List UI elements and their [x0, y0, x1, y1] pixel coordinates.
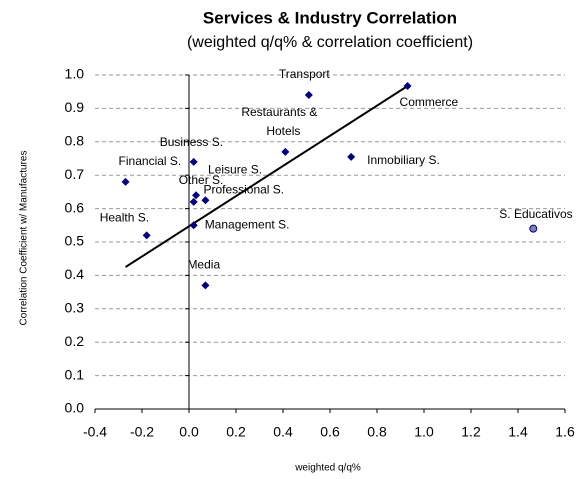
point-label: Other S.: [179, 173, 224, 187]
point-label: Media: [187, 258, 220, 272]
x-tick-label: 1.2: [461, 424, 481, 440]
point: [192, 191, 201, 200]
point-label: Health S.: [100, 210, 149, 224]
y-tick-label: 0.0: [65, 400, 85, 416]
point: [189, 197, 198, 206]
point-label: Professional S.: [203, 182, 284, 196]
point: [304, 91, 313, 100]
x-tick-label: 1.0: [414, 424, 434, 440]
point: [189, 221, 198, 230]
point-label: S. Educativos: [499, 207, 572, 221]
y-tick-label: 0.1: [65, 366, 85, 382]
y-tick-label: 0.8: [65, 133, 85, 149]
point-label: Restaurants &: [241, 105, 317, 119]
trendline: [125, 85, 409, 268]
x-tick-label: 0.4: [273, 424, 293, 440]
x-tick-label: 0.0: [179, 424, 199, 440]
y-tick-label: 0.9: [65, 99, 85, 115]
x-tick-label: 1.6: [555, 424, 575, 440]
point-label: Management S.: [205, 217, 290, 231]
point: [189, 157, 198, 166]
point-label: Inmobiliary S.: [367, 153, 440, 167]
point: [201, 281, 210, 290]
x-tick-label: 0.6: [320, 424, 340, 440]
y-tick-label: 0.4: [65, 266, 85, 282]
point-label: Commerce: [400, 95, 459, 109]
point-label: Transport: [279, 67, 331, 81]
point: [281, 147, 290, 156]
y-tick-label: 0.2: [65, 333, 85, 349]
chart-title: Services & Industry Correlation: [203, 8, 457, 27]
x-axis-title: weighted q/q%: [294, 463, 361, 474]
point: [142, 231, 151, 240]
point: [201, 196, 210, 205]
point: [121, 177, 130, 186]
point: [347, 152, 356, 161]
x-tick-label: 1.4: [508, 424, 528, 440]
x-tick-label: 0.8: [367, 424, 387, 440]
point-label: Hotels: [266, 124, 300, 138]
x-tick-label: -0.2: [130, 424, 154, 440]
y-axis-title: Correlation Coefficient w/ Manufactures: [19, 151, 30, 326]
y-tick-label: 0.7: [65, 166, 85, 182]
x-tick-label: -0.4: [83, 424, 107, 440]
point-label: Leisure S.: [208, 162, 262, 176]
y-tick-label: 0.3: [65, 300, 85, 316]
point-label: Business S.: [160, 135, 223, 149]
y-tick-label: 0.6: [65, 199, 85, 215]
x-tick-label: 0.2: [226, 424, 246, 440]
point: [403, 82, 412, 91]
point: [529, 224, 538, 233]
y-tick-label: 1.0: [65, 66, 85, 82]
y-tick-label: 0.5: [65, 233, 85, 249]
chart-subtitle: (weighted q/q% & correlation coefficient…: [187, 34, 473, 51]
point-label: Financial S.: [119, 154, 182, 168]
